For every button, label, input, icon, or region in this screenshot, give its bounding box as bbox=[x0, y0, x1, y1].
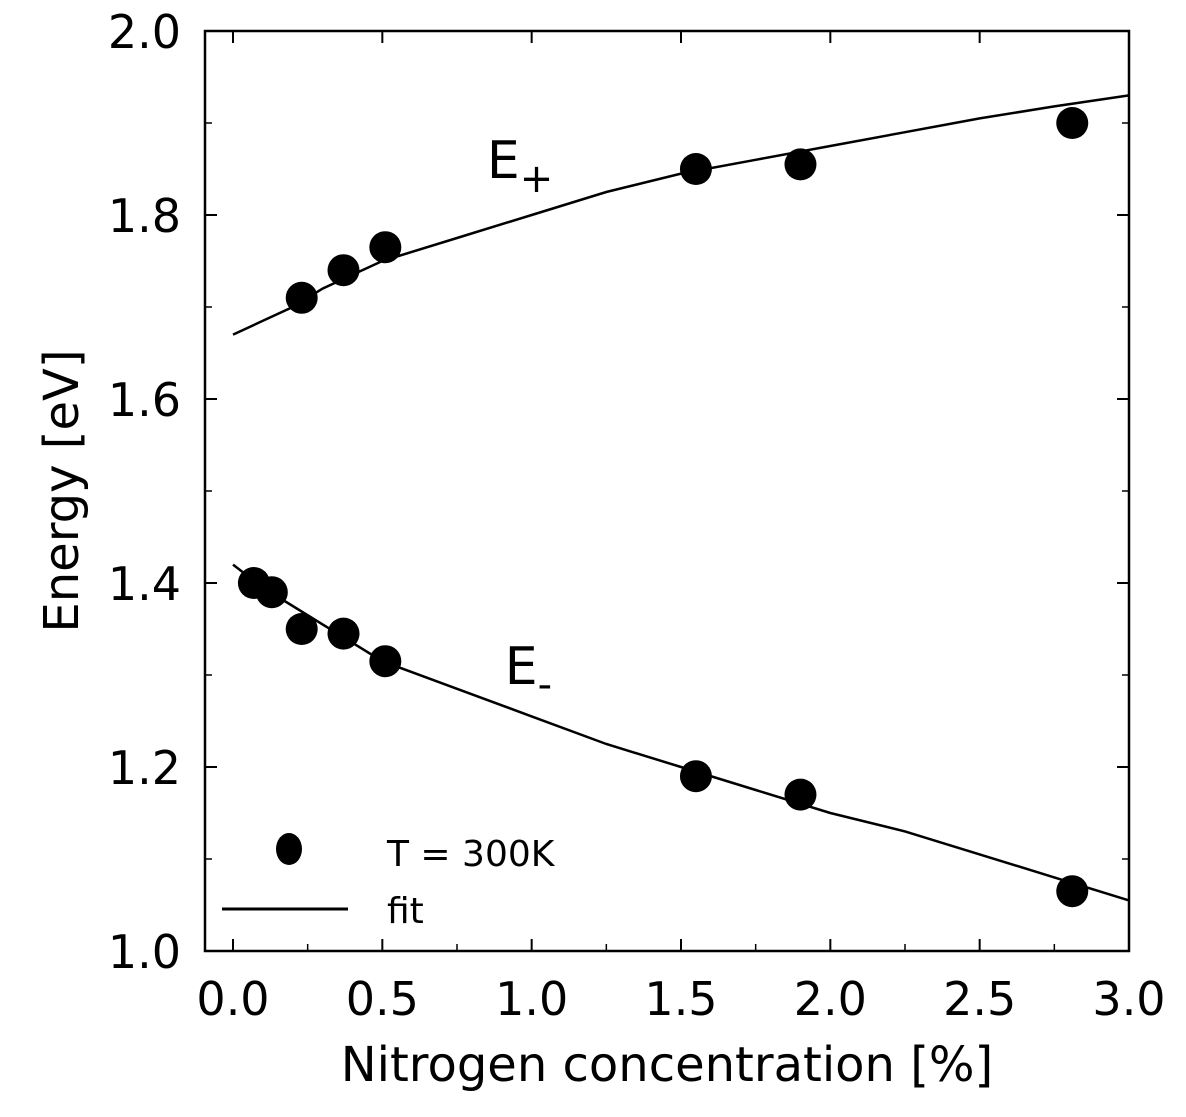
data-point bbox=[784, 148, 817, 181]
data-point bbox=[369, 645, 402, 678]
data-point bbox=[1056, 875, 1089, 908]
y-tick-label: 1.8 bbox=[108, 189, 181, 243]
x-tick-label: 3.0 bbox=[1092, 972, 1165, 1026]
x-axis-label: Nitrogen concentration [%] bbox=[341, 1037, 994, 1093]
minor-ticks bbox=[205, 122, 1129, 951]
y-tick-label: 1.4 bbox=[108, 557, 181, 611]
plot-frame bbox=[203, 29, 1131, 953]
y-tick-label: 1.0 bbox=[108, 925, 181, 979]
data-point bbox=[327, 254, 360, 287]
y-tick-label: 2.0 bbox=[108, 5, 181, 59]
data-point bbox=[784, 778, 817, 811]
x-tick-label: 0.5 bbox=[346, 972, 419, 1026]
x-axis-ticks: 0.0 0.5 1.0 1.5 2.0 2.5 3.0 bbox=[196, 31, 1166, 1026]
x-tick-label: 2.5 bbox=[943, 972, 1016, 1026]
y-axis-ticks: 1.0 1.2 1.4 1.6 1.8 2.0 bbox=[108, 5, 1129, 979]
legend-marker-points bbox=[276, 833, 302, 865]
fit-curve bbox=[232, 563, 1130, 902]
legend-label-fit: fit bbox=[387, 891, 424, 932]
x-tick-label: 1.0 bbox=[495, 972, 568, 1026]
legend: T = 300K fit bbox=[222, 833, 556, 932]
data-point bbox=[327, 617, 360, 650]
legend-label-points: T = 300K bbox=[386, 834, 556, 875]
data-point bbox=[369, 231, 402, 264]
y-tick-label: 1.6 bbox=[108, 373, 181, 427]
y-axis-label: Energy [eV] bbox=[34, 349, 90, 632]
data-points bbox=[237, 107, 1089, 908]
data-point bbox=[285, 281, 318, 314]
data-point bbox=[285, 613, 318, 645]
curve-label: E- bbox=[505, 637, 552, 708]
x-tick-label: 1.5 bbox=[644, 972, 717, 1026]
data-point bbox=[679, 760, 712, 793]
data-point bbox=[1056, 107, 1089, 139]
x-tick-label: 0.0 bbox=[196, 972, 269, 1026]
data-point bbox=[255, 576, 288, 609]
curve-label: E+ bbox=[487, 131, 553, 202]
y-tick-label: 1.2 bbox=[108, 741, 181, 795]
fit-curve bbox=[232, 94, 1130, 336]
data-point bbox=[679, 153, 712, 185]
x-tick-label: 2.0 bbox=[794, 972, 867, 1026]
